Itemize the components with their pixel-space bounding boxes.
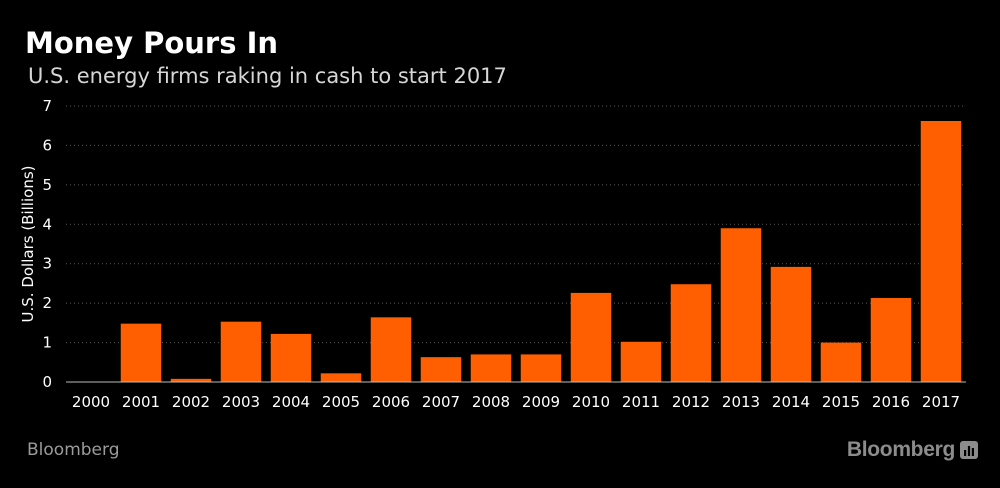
bar [720,228,762,382]
bar [620,341,662,382]
y-tick-label: 5 [42,176,52,194]
x-tick-label: 2017 [922,393,960,411]
x-tick-label: 2011 [622,393,660,411]
bloomberg-bars-icon [960,441,978,459]
y-tick-label: 6 [42,136,52,154]
x-tick-label: 2009 [522,393,560,411]
x-tick-label: 2012 [672,393,710,411]
x-tick-label: 2000 [72,393,110,411]
bar-chart: 0 1 2 3 4 5 6 7 U.S. Dollars (Billions) 2000 2001 2… [19,97,966,411]
x-tick-label: 2002 [172,393,210,411]
y-tick-label: 0 [42,373,52,391]
chart-subtitle: U.S. energy firms raking in cash to star… [28,64,507,88]
x-tick-label: 2003 [222,393,260,411]
x-tick-label: 2001 [122,393,160,411]
bloomberg-logo: Bloomberg [847,437,978,463]
x-tick-label: 2016 [872,393,910,411]
bar [270,333,312,382]
x-tick-label: 2014 [772,393,810,411]
x-tick-label: 2007 [422,393,460,411]
bar [520,354,562,382]
bar [570,292,612,382]
bar [670,284,712,382]
bar [120,323,162,382]
bar [870,298,912,382]
bar [320,373,362,382]
bar [170,378,212,382]
bar [470,354,512,382]
x-tick-label: 2006 [372,393,410,411]
y-axis-label: U.S. Dollars (Billions) [19,166,37,323]
y-tick-label: 2 [42,294,52,312]
x-tick-label: 2010 [572,393,610,411]
x-tick-label: 2015 [822,393,860,411]
y-tick-label: 7 [42,97,52,115]
y-tick-label: 3 [42,255,52,273]
x-tick-label: 2004 [272,393,310,411]
bar [420,357,462,382]
bloomberg-logo-text: Bloomberg [846,438,955,461]
source-label: Bloomberg [27,440,120,460]
y-tick-label: 1 [42,334,52,352]
x-tick-label: 2008 [472,393,510,411]
bar [220,321,262,382]
bar [370,317,412,382]
x-tick-label: 2013 [722,393,760,411]
bar [820,342,862,382]
bar [920,120,962,383]
bar [770,266,812,382]
y-tick-label: 4 [42,215,52,233]
chart-title: Money Pours In [25,26,279,60]
x-tick-label: 2005 [322,393,360,411]
